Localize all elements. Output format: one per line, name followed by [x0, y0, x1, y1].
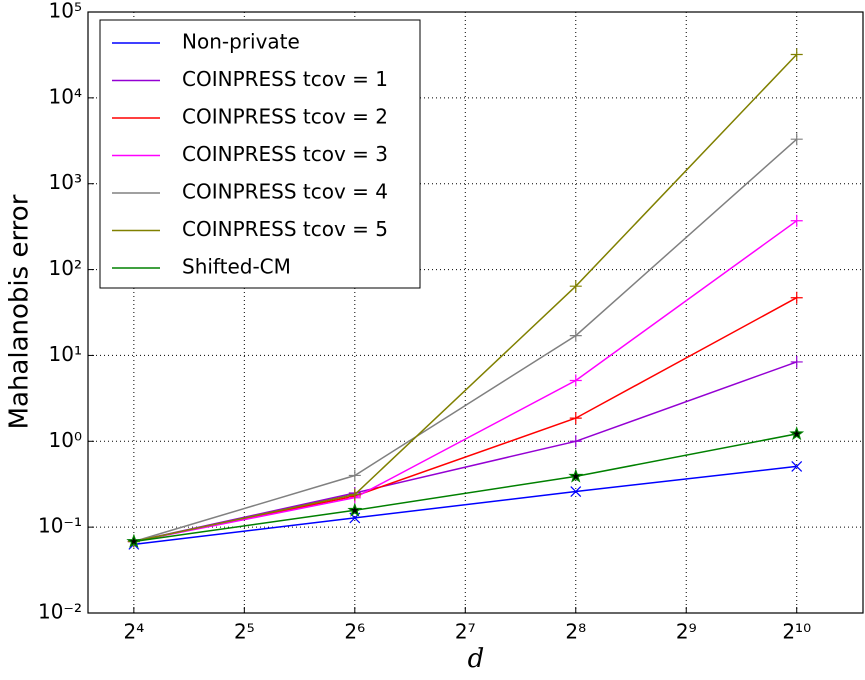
marker: [569, 435, 582, 448]
x-tick-label: 2⁶: [344, 620, 365, 644]
marker: [569, 374, 582, 387]
x-tick-label: 2⁵: [234, 620, 255, 644]
legend-label: COINPRESS tcov = 2: [182, 105, 388, 129]
y-axis-label: Mahalanobis error: [5, 194, 35, 429]
marker: [348, 488, 361, 501]
y-tick-label: 10²: [49, 256, 82, 280]
y-tick-label: 10⁻¹: [38, 514, 82, 538]
series-line: [133, 465, 797, 546]
series-line: [133, 433, 797, 543]
marker: [790, 48, 803, 61]
marker: [790, 214, 803, 227]
marker: [791, 460, 803, 472]
series-line: [133, 220, 798, 543]
marker: [570, 486, 582, 497]
y-tick-label: 10⁰: [49, 428, 82, 452]
marker: [569, 412, 582, 425]
legend-label: COINPRESS tcov = 4: [182, 180, 388, 204]
marker: [347, 502, 363, 517]
plot-frame: [87, 11, 864, 614]
marker: [790, 133, 803, 146]
marker: [348, 469, 361, 482]
marker: [790, 355, 803, 368]
x-tick-label: 2¹⁰: [782, 620, 811, 644]
y-tick-label: 10⁴: [49, 84, 82, 108]
legend-label: Non-private: [182, 30, 300, 54]
marker: [126, 533, 142, 548]
series-line: [133, 53, 798, 543]
series-line: [133, 297, 798, 543]
marker: [568, 468, 584, 483]
x-tick-label: 2⁷: [455, 620, 476, 644]
series-line: [133, 138, 798, 543]
x-tick-label: 2⁸: [565, 620, 586, 644]
legend-frame: [99, 19, 421, 289]
legend-label: COINPRESS tcov = 1: [182, 67, 388, 91]
x-axis-label: d: [468, 644, 485, 674]
legend-label: COINPRESS tcov = 3: [182, 142, 388, 166]
y-tick-label: 10⁵: [49, 0, 82, 23]
y-tick-label: 10¹: [49, 342, 82, 366]
x-tick-label: 2⁴: [123, 620, 144, 644]
x-tick-label: 2⁹: [676, 620, 697, 644]
legend-label: Shifted-CM: [182, 255, 291, 279]
y-tick-label: 10⁻²: [38, 600, 82, 624]
legend-label: COINPRESS tcov = 5: [182, 217, 388, 241]
marker: [569, 280, 582, 293]
y-tick-label: 10³: [49, 170, 82, 194]
marker: [789, 426, 805, 441]
marker: [569, 329, 582, 342]
legend: Non-private COINPRESS tcov = 1 COINPRESS t…: [99, 19, 421, 289]
marker: [790, 291, 803, 304]
